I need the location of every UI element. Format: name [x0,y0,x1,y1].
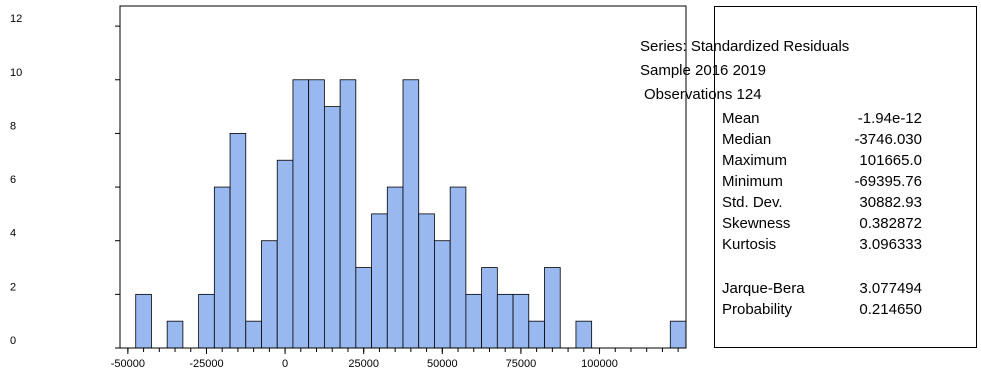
histogram-bar [371,213,388,349]
x-tick-label: 75000 [506,358,537,370]
stat-value: -3746.030 [854,131,922,148]
x-tick-label: 100000 [581,358,618,370]
stat-row-minimum: Minimum -69395.76 [722,173,922,194]
observations-count: Observations 124 [644,86,762,103]
histogram-bar [213,186,231,349]
histogram-bar [245,320,262,349]
histogram-bar [418,213,435,349]
histogram-bar [198,293,215,349]
stat-row-median: Median -3746.030 [722,131,922,152]
stat-label: Probability [722,301,793,318]
histogram-bar [575,320,593,349]
histogram-bar [449,186,467,349]
stat-row-maximum: Maximum 101665.0 [722,152,922,173]
x-tick-label: -50000 [111,358,145,370]
stat-row-kurtosis: Kurtosis 3.096333 [722,236,922,257]
y-tick-label: 4 [10,228,16,240]
x-tick-label: 50000 [427,358,458,370]
stat-row-probability: Probability 0.214650 [722,301,922,322]
x-tick-label: 25000 [348,358,379,370]
y-tick-label: 2 [10,281,16,293]
y-tick-label: 0 [10,335,16,347]
histogram-bar [292,79,310,349]
stat-value: 3.077494 [859,280,922,297]
histogram-bar [261,240,278,349]
y-tick-label: 12 [10,13,22,25]
statistics-panel [714,6,977,348]
histogram-bar [323,106,341,349]
stat-row-std-dev: Std. Dev. 30882.93 [722,194,922,215]
stat-value: 0.382872 [859,215,922,232]
plot-frame [119,5,687,349]
stat-value: -69395.76 [854,173,922,190]
histogram-bar [512,293,530,349]
x-tick-label: 0 [282,358,288,370]
histogram-bar [544,267,561,349]
stat-value: 3.096333 [859,236,922,253]
histogram-bar [229,133,247,349]
y-tick-label: 10 [10,67,22,79]
histogram-bar [402,79,420,349]
histogram-bar [166,320,184,349]
stat-label: Maximum [722,152,788,169]
stat-value: 0.214650 [859,301,922,318]
histogram-bar [308,79,325,349]
stat-label: Median [722,131,772,148]
histogram-bar [465,293,483,349]
series-title: Series: Standardized Residuals [640,38,850,55]
histogram-bar [135,293,152,349]
stat-value: 30882.93 [859,194,922,211]
histogram-bar [276,159,294,349]
stat-label: Kurtosis [722,236,777,253]
histogram-bar [669,320,687,349]
stats-table: Mean -1.94e-12 Median -3746.030 Maximum … [722,110,922,350]
histogram-bar [434,240,451,349]
stat-label: Skewness [722,215,791,232]
stat-label: Mean [722,110,760,127]
histogram-bar [496,293,514,349]
stat-row-mean: Mean -1.94e-12 [722,110,922,131]
stat-label: Std. Dev. [722,194,783,211]
histogram-bar [339,79,357,349]
histogram-bar [528,320,545,349]
stat-row-skewness: Skewness 0.382872 [722,215,922,236]
sample-range: Sample 2016 2019 [640,62,766,79]
stat-label: Minimum [722,173,783,190]
histogram-bar [386,186,404,349]
x-tick-label: -25000 [189,358,223,370]
y-tick-label: 8 [10,120,16,132]
histogram-bar [481,267,498,349]
histogram-chart: 0 2 4 6 8 10 12 -50000 -25000 0 25000 50000 75000 10… [10,5,687,370]
histogram-bar [355,267,372,349]
stat-label: Jarque-Bera [722,280,805,297]
stat-row-jarque-bera: Jarque-Bera 3.077494 [722,280,922,301]
stat-value: -1.94e-12 [857,110,922,127]
y-tick-label: 6 [10,174,16,186]
stat-value: 101665.0 [859,152,922,169]
